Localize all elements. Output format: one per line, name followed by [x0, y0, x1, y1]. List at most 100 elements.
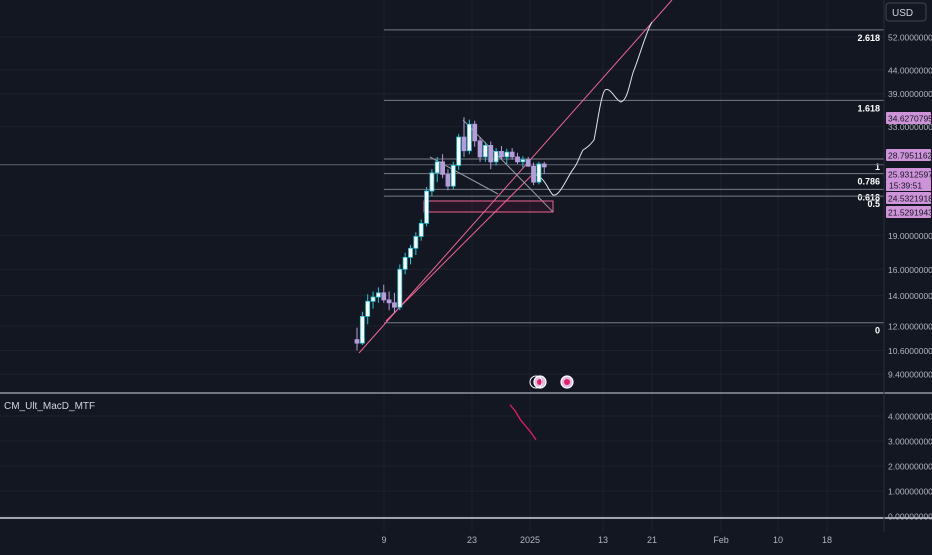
candle [541, 161, 547, 174]
fib-level-label: 0.5 [867, 199, 880, 209]
event-marker [560, 375, 574, 389]
currency-button[interactable]: USD [885, 2, 927, 22]
candle-body [445, 173, 451, 187]
candle [434, 156, 440, 183]
candle [429, 169, 435, 197]
fib-level-label: 0 [875, 326, 880, 336]
time-tick-label: Feb [713, 535, 729, 545]
indicator-name[interactable]: CM_Ult_MacD_MTF [4, 401, 95, 412]
macd-tick-label: 2.00000000 [888, 462, 932, 472]
candle-body [509, 151, 515, 158]
events-layer [529, 375, 574, 389]
candle-body [397, 268, 403, 308]
candle-body [434, 161, 440, 174]
candle-body [461, 136, 467, 152]
macd-tick-label: 0.00000000 [888, 512, 932, 522]
price-tick-label: 16.00000000 [888, 265, 932, 275]
candle [515, 152, 520, 164]
candle [450, 161, 456, 190]
candle [424, 186, 429, 227]
candle [504, 148, 510, 164]
candle-body [531, 165, 536, 183]
fib-level-label: 0.618 [857, 192, 880, 202]
candle-body [429, 172, 435, 192]
countdown-tag: 15:39:51 [886, 180, 931, 191]
candle-body [440, 161, 446, 175]
fib-level-label: 1 [875, 162, 880, 172]
candle-body [392, 302, 397, 308]
candle [397, 264, 403, 311]
time-tick-label: 13 [598, 535, 608, 545]
candle-body [386, 299, 392, 304]
time-tick-label: 18 [822, 535, 832, 545]
candle-body [381, 292, 387, 301]
candle-body [520, 159, 526, 163]
candles-layer [354, 117, 547, 351]
macd-line [509, 404, 537, 441]
candle-body [488, 145, 494, 163]
candle [413, 232, 419, 256]
candle-body [499, 151, 504, 158]
candle-body [354, 339, 360, 344]
event-marker-dot [564, 379, 570, 385]
candle-body [482, 145, 488, 158]
macd-tick-label: 1.00000000 [888, 487, 932, 497]
candle-body [525, 159, 531, 167]
candle-body [424, 190, 429, 224]
time-tick-label: 2025 [520, 535, 540, 545]
time-tick-label: 9 [381, 535, 386, 545]
price-tag-bg [886, 112, 931, 124]
candle-body [450, 165, 456, 187]
price-tag-label: 28.79511624 [888, 151, 932, 161]
candle [477, 137, 483, 162]
price-tag: 34.62707956 [886, 112, 932, 124]
candle-body [536, 163, 542, 183]
price-tick-label: 10.60000000 [888, 346, 932, 356]
candle [370, 291, 376, 309]
price-tag-bg [886, 168, 931, 180]
price-tick-label: 39.00000000 [888, 89, 932, 99]
candle-body [365, 300, 371, 317]
candle-body [515, 156, 520, 163]
candle [488, 141, 494, 170]
price-tick-label: 9.40000000 [888, 370, 932, 380]
price-tick-label: 52.00000000 [888, 33, 932, 43]
candle-body [504, 151, 510, 158]
countdown-label: 15:39:51 [889, 181, 922, 191]
candle [418, 219, 424, 241]
candle-body [375, 292, 381, 298]
countdown-bg [886, 180, 931, 191]
candle-body [359, 315, 365, 344]
trend-line [385, 173, 534, 322]
fib-level-label: 2.618 [857, 33, 880, 43]
candle-body [413, 236, 419, 249]
wedge-line [462, 119, 554, 213]
price-tag: 25.93125973 [886, 168, 932, 180]
candle-body [456, 136, 462, 166]
macd-layer [509, 404, 537, 441]
price-tag-label: 34.62707956 [888, 114, 932, 124]
candle [499, 146, 504, 160]
candle [461, 117, 467, 157]
price-tick-label: 44.00000000 [888, 65, 932, 75]
candle-body [493, 151, 499, 163]
candle [375, 287, 381, 303]
candle [381, 284, 387, 303]
candle [445, 169, 451, 191]
candle [354, 327, 360, 351]
candle [493, 148, 499, 166]
candle [520, 156, 526, 168]
candle-body [541, 163, 547, 168]
candle [509, 148, 515, 160]
price-tags-layer: 34.62707956 28.79511624 25.93125973 24.5321… [886, 112, 932, 218]
grid-layer [0, 0, 884, 532]
fib-level-label: 1.618 [857, 103, 880, 113]
